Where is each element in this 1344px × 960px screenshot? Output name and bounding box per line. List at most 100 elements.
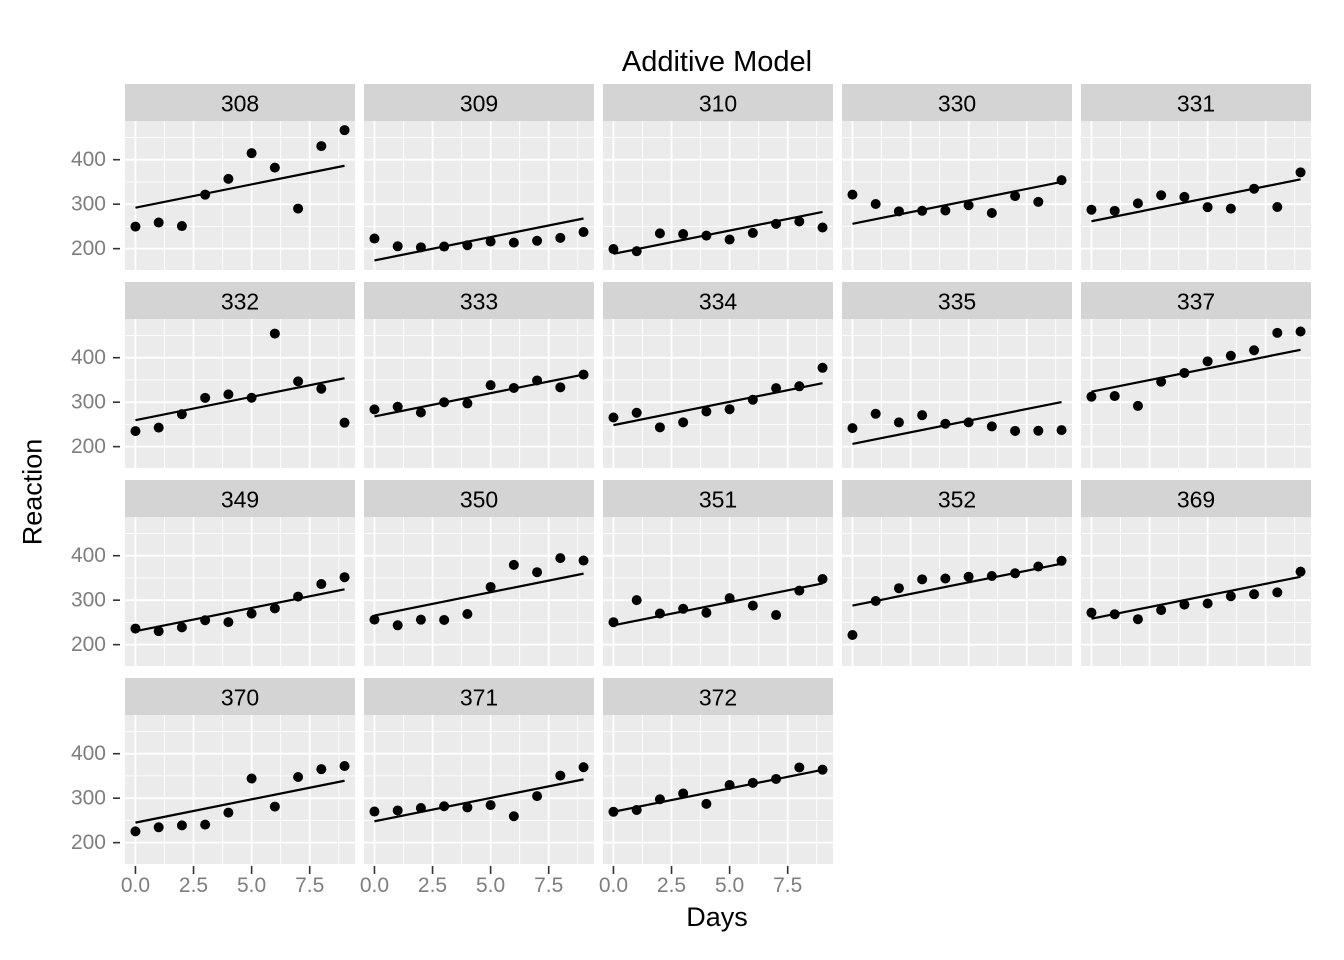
data-point: [1225, 591, 1236, 602]
data-point: [794, 216, 805, 227]
data-point: [578, 369, 589, 380]
data-point: [176, 820, 187, 831]
y-tick-label: 300: [71, 391, 106, 414]
data-point: [870, 198, 881, 209]
data-point: [917, 410, 928, 421]
data-point: [1033, 561, 1044, 572]
facet-337: 337: [1081, 282, 1311, 468]
data-point: [555, 553, 566, 564]
data-point: [794, 585, 805, 596]
facet-panel: [603, 121, 833, 270]
data-point: [1295, 167, 1306, 178]
data-point: [392, 805, 403, 816]
data-point: [269, 801, 280, 812]
data-point: [176, 622, 187, 633]
facet-308: 308: [125, 84, 355, 270]
data-point: [1010, 191, 1021, 202]
data-point: [508, 237, 519, 248]
data-point: [415, 242, 426, 253]
data-point: [1249, 345, 1260, 356]
x-tick-label: 0.0: [599, 874, 628, 897]
data-point: [1086, 391, 1097, 402]
data-point: [771, 773, 782, 784]
data-point: [608, 617, 619, 628]
data-point: [893, 206, 904, 217]
facet-strip: [603, 480, 833, 517]
x-tick-label: 0.0: [121, 874, 150, 897]
data-point: [392, 620, 403, 631]
data-point: [316, 383, 327, 394]
data-point: [415, 614, 426, 625]
data-point: [369, 806, 380, 817]
data-point: [1179, 599, 1190, 610]
data-point: [631, 595, 642, 606]
data-point: [485, 800, 496, 811]
data-point: [1010, 568, 1021, 579]
data-point: [1202, 356, 1213, 367]
data-point: [200, 392, 211, 403]
data-point: [724, 593, 735, 604]
data-point: [701, 798, 712, 809]
data-point: [1156, 605, 1167, 616]
fit-line: [135, 588, 345, 633]
data-point: [771, 218, 782, 229]
data-point: [794, 381, 805, 392]
facet-331: 331: [1081, 84, 1311, 270]
data-point: [654, 608, 665, 619]
data-point: [771, 610, 782, 621]
data-point: [940, 205, 951, 216]
data-point: [293, 591, 304, 602]
data-point: [724, 404, 735, 415]
data-point: [200, 615, 211, 626]
data-point: [1132, 400, 1143, 411]
data-point: [747, 227, 758, 238]
data-point: [555, 232, 566, 243]
fit-line: [135, 779, 345, 824]
facet-panel: [1081, 319, 1311, 468]
data-point: [176, 409, 187, 420]
data-point: [1109, 609, 1120, 620]
data-point: [532, 791, 543, 802]
facet-strip-label: 330: [938, 91, 976, 117]
data-point: [817, 362, 828, 373]
data-point: [269, 328, 280, 339]
data-point: [246, 392, 257, 403]
data-point: [1225, 203, 1236, 214]
facet-370: 370: [125, 678, 355, 864]
data-point: [508, 382, 519, 393]
data-point: [462, 398, 473, 409]
data-point: [608, 412, 619, 423]
data-point: [631, 407, 642, 418]
data-point: [701, 607, 712, 618]
x-axis-title: Days: [686, 902, 748, 932]
facet-371: 371: [364, 678, 594, 864]
data-point: [608, 244, 619, 255]
data-point: [130, 623, 141, 634]
data-point: [246, 773, 257, 784]
facet-strip: [125, 84, 355, 121]
fit-line: [613, 582, 823, 627]
x-tick-label: 7.5: [773, 874, 802, 897]
facet-333: 333: [364, 282, 594, 468]
data-point: [153, 822, 164, 833]
facet-panel: [603, 715, 833, 864]
data-point: [870, 595, 881, 606]
data-point: [1086, 204, 1097, 215]
facet-330: 330: [842, 84, 1072, 270]
facet-strip-label: 333: [460, 289, 498, 315]
x-tick-label: 5.0: [476, 874, 505, 897]
data-point: [246, 608, 257, 619]
data-point: [392, 241, 403, 252]
data-point: [847, 423, 858, 434]
data-point: [316, 764, 327, 775]
data-point: [508, 811, 519, 822]
data-point: [415, 407, 426, 418]
data-point: [578, 762, 589, 773]
data-point: [893, 583, 904, 594]
facet-panel: [842, 319, 1072, 468]
fit-line: [852, 400, 1062, 446]
fit-line: [374, 778, 584, 823]
facet-strip: [364, 282, 594, 319]
facet-strip-label: 370: [221, 685, 259, 711]
